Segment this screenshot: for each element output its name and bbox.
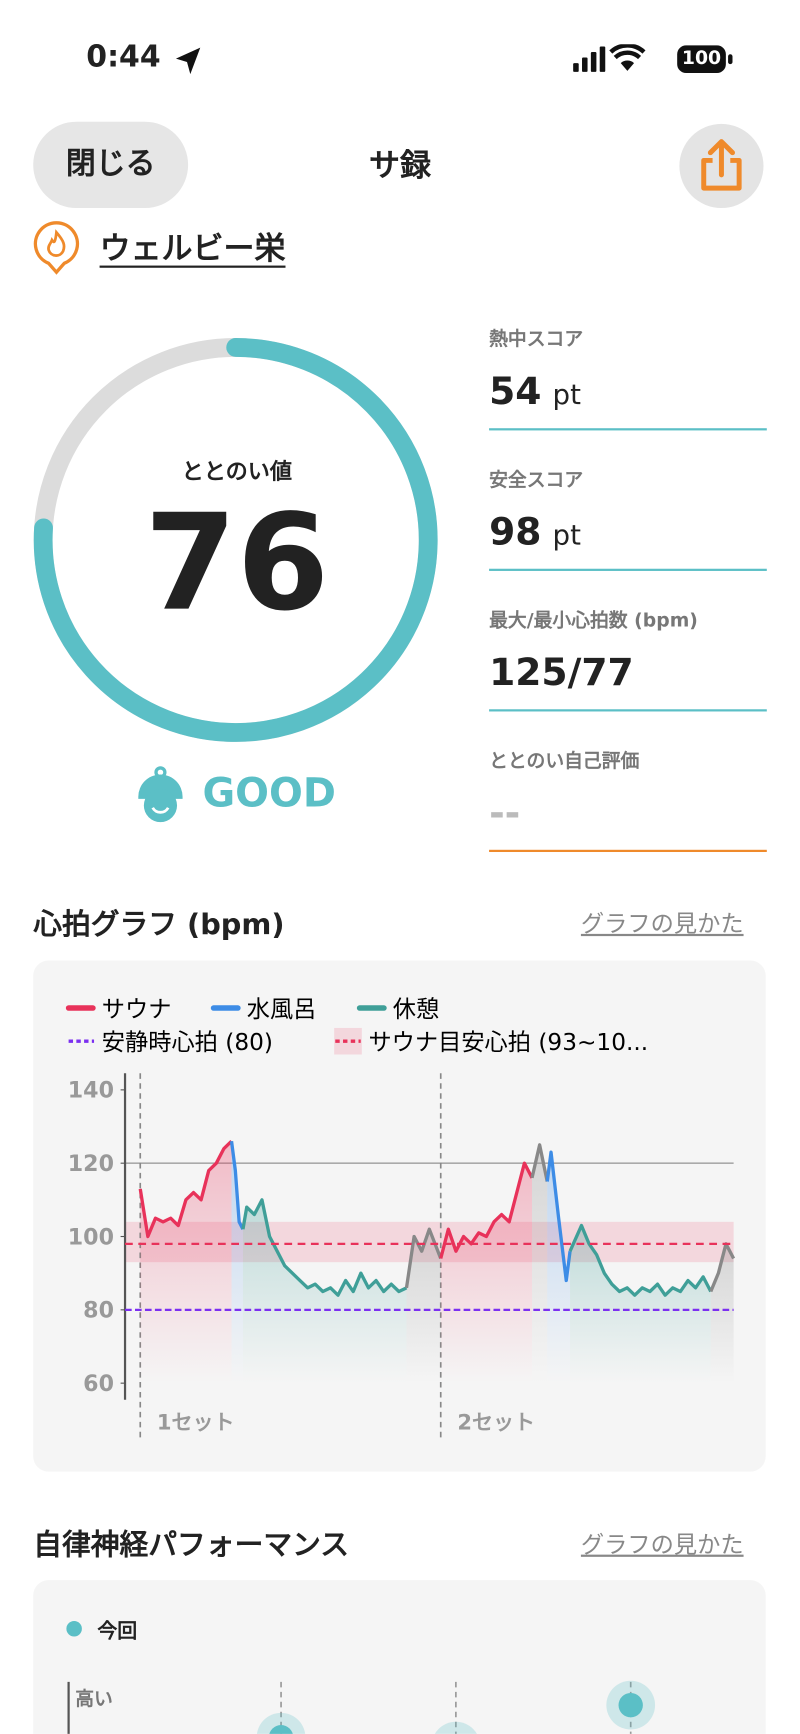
series-line <box>530 1143 549 1182</box>
stat-value: -- <box>489 791 520 835</box>
stat-label: 最大/最小心拍数 (bpm) <box>489 609 698 632</box>
series-line <box>404 1227 443 1289</box>
location-icon <box>175 47 201 75</box>
close-button[interactable]: 閉じる <box>33 121 189 209</box>
legend-label: 水風呂 <box>247 996 317 1023</box>
series-area <box>532 1144 548 1384</box>
series-line <box>229 1140 245 1230</box>
legend-label: サウナ目安心拍 (93~10... <box>368 1029 648 1056</box>
y-tick-label: 140 <box>68 1078 114 1104</box>
help-link[interactable]: グラフの見かた <box>580 1531 744 1558</box>
stat-divider <box>489 568 767 571</box>
facility-name[interactable]: ウェルビー栄 <box>99 230 286 267</box>
stat-unit: pt <box>552 378 581 411</box>
stat-unit: pt <box>552 518 581 552</box>
stat-divider <box>489 849 767 853</box>
y-axis-label: 高い <box>75 1688 113 1711</box>
help-link[interactable]: グラフの見かた <box>580 910 744 938</box>
set-label: 2セット <box>457 1410 535 1435</box>
autonomic-chart <box>66 1621 656 1734</box>
y-tick-label: 100 <box>68 1224 114 1250</box>
series-line <box>439 1161 534 1259</box>
rating: GOOD <box>202 771 336 817</box>
stat-number: 98 <box>489 510 542 555</box>
series-area <box>440 1163 533 1384</box>
y-tick-label: 80 <box>83 1298 114 1324</box>
stat-divider <box>489 709 767 712</box>
y-tick-label: 120 <box>68 1151 114 1177</box>
series-line <box>709 1242 736 1293</box>
series-line <box>568 1223 713 1297</box>
set-label: 1セット <box>157 1410 235 1435</box>
stat-label: ととのい自己評価 <box>489 750 640 773</box>
status-time: 0:44 <box>86 39 161 75</box>
stat-divider <box>489 428 767 431</box>
chart-card <box>33 960 766 1472</box>
score-value: 76 <box>144 486 330 641</box>
series-area <box>547 1152 571 1384</box>
series-line <box>545 1150 572 1283</box>
legend-label: サウナ <box>102 996 172 1023</box>
legend-label: 今回 <box>97 1619 138 1644</box>
battery-tip <box>728 54 733 65</box>
score-ring <box>33 338 438 742</box>
stat-number: 125/77 <box>489 650 634 695</box>
stat-value: 125/77 <box>489 651 634 695</box>
stat-value: 98 pt <box>489 510 581 554</box>
y-tick-label: 60 <box>83 1371 114 1397</box>
header-title: サ録 <box>369 147 431 184</box>
share-button[interactable] <box>679 123 764 209</box>
series-area <box>140 1141 232 1384</box>
chart-card <box>33 1580 766 1734</box>
legend-label: 休憩 <box>393 996 439 1023</box>
share-icon <box>701 139 742 191</box>
series-area <box>231 1141 243 1384</box>
ring-progress <box>33 338 438 742</box>
stat-label: 安全スコア <box>489 469 584 492</box>
status-icons <box>573 44 646 72</box>
section-title: 自律神経パフォーマンス <box>33 1529 350 1563</box>
stat-value: 54 pt <box>489 370 581 414</box>
series-line <box>138 1139 233 1239</box>
facility-icon <box>33 221 80 275</box>
stat-label: 熱中スコア <box>489 328 584 351</box>
rating-icon <box>138 766 183 823</box>
legend-label: 安静時心拍 (80) <box>102 1029 273 1056</box>
stat-number: 54 <box>489 369 542 414</box>
score-label: ととのい値 <box>181 458 293 485</box>
series-area <box>406 1229 441 1384</box>
battery: 100 <box>677 45 726 74</box>
series-line <box>241 1198 408 1297</box>
series-area <box>570 1225 711 1384</box>
stat-number: -- <box>489 791 521 836</box>
section-title: 心拍グラフ (bpm) <box>33 908 285 942</box>
